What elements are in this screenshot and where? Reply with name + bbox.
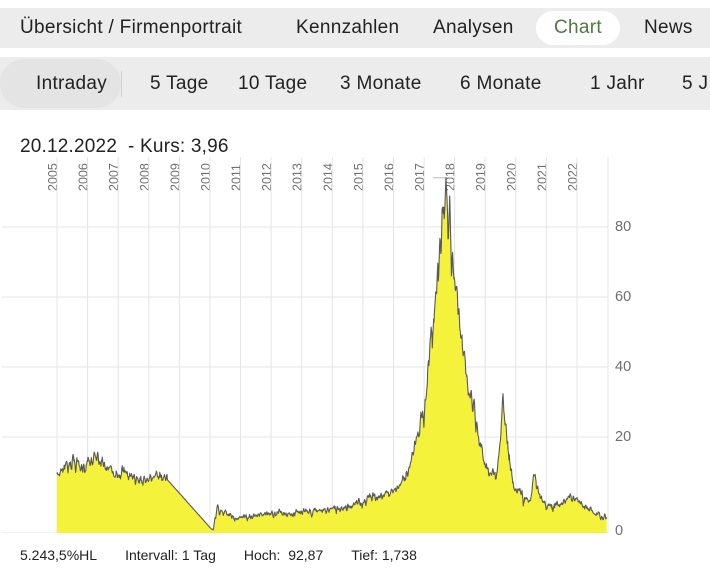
svg-text:2020: 2020 (505, 163, 519, 191)
svg-text:2009: 2009 (168, 163, 182, 191)
svg-text:2011: 2011 (230, 164, 244, 191)
svg-text:2012: 2012 (260, 163, 274, 191)
svg-text:2017: 2017 (413, 163, 427, 191)
svg-text:2008: 2008 (138, 163, 152, 191)
svg-text:2013: 2013 (291, 163, 305, 191)
svg-text:2005: 2005 (46, 163, 60, 191)
svg-text:2021: 2021 (535, 163, 549, 191)
svg-text:2007: 2007 (107, 163, 121, 191)
svg-text:2014: 2014 (321, 163, 335, 191)
svg-text:2015: 2015 (352, 163, 366, 191)
svg-text:2006: 2006 (77, 163, 91, 191)
svg-text:2022: 2022 (566, 163, 580, 191)
svg-text:2019: 2019 (474, 163, 488, 191)
svg-text:2016: 2016 (383, 163, 397, 191)
svg-text:2010: 2010 (199, 163, 213, 191)
